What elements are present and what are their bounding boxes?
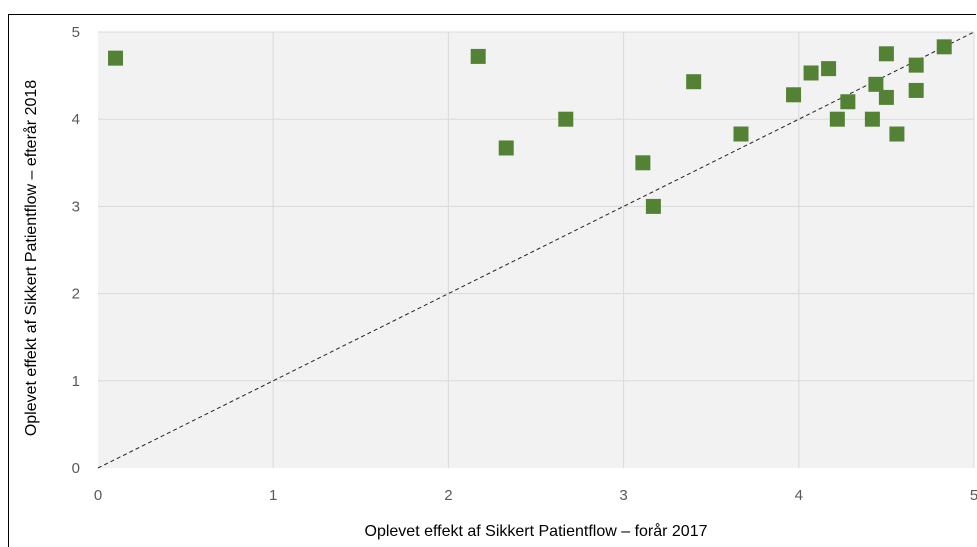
x-tick-label-0: 0 (94, 487, 102, 504)
y-tick-label-2: 2 (72, 286, 80, 303)
data-point-16 (878, 89, 894, 105)
data-point-12 (840, 94, 856, 110)
data-point-15 (878, 46, 894, 62)
x-axis-ticks: 0 1 2 3 4 5 (94, 487, 977, 504)
y-tick-label-4: 4 (72, 111, 80, 128)
x-tick-label-2: 2 (444, 487, 452, 504)
gridlines (98, 31, 975, 468)
reference-diagonal-line (97, 31, 975, 469)
y-tick-label-3: 3 (72, 198, 80, 215)
data-point-3 (558, 111, 574, 127)
data-point-9 (803, 65, 819, 81)
data-point-10 (821, 61, 837, 77)
data-point-5 (645, 198, 661, 214)
data-point-1 (470, 48, 486, 64)
data-point-6 (686, 74, 702, 90)
data-point-8 (786, 87, 802, 103)
data-point-13 (864, 111, 880, 127)
data-point-2 (498, 140, 514, 156)
x-tick-label-4: 4 (795, 487, 803, 504)
y-axis-ticks: 0 1 2 3 4 5 (72, 24, 80, 477)
data-points (108, 39, 952, 214)
data-point-18 (908, 57, 924, 73)
data-point-14 (868, 76, 884, 92)
y-tick-label-1: 1 (72, 373, 80, 390)
y-tick-label-0: 0 (72, 460, 80, 477)
data-point-17 (889, 126, 905, 142)
x-tick-label-5: 5 (970, 487, 977, 504)
x-tick-label-1: 1 (269, 487, 277, 504)
y-tick-label-5: 5 (72, 24, 80, 41)
data-point-19 (908, 82, 924, 98)
data-point-11 (829, 111, 845, 127)
data-point-7 (733, 126, 749, 142)
x-axis-title: Oplevet effekt af Sikkert Patientflow – … (365, 522, 708, 540)
data-point-0 (108, 50, 124, 66)
data-point-20 (936, 39, 952, 55)
chart-frame (8, 14, 976, 547)
x-tick-label-3: 3 (619, 487, 627, 504)
data-point-4 (635, 155, 651, 171)
y-axis-title: Oplevet effekt af Sikkert Patientflow – … (22, 80, 40, 436)
